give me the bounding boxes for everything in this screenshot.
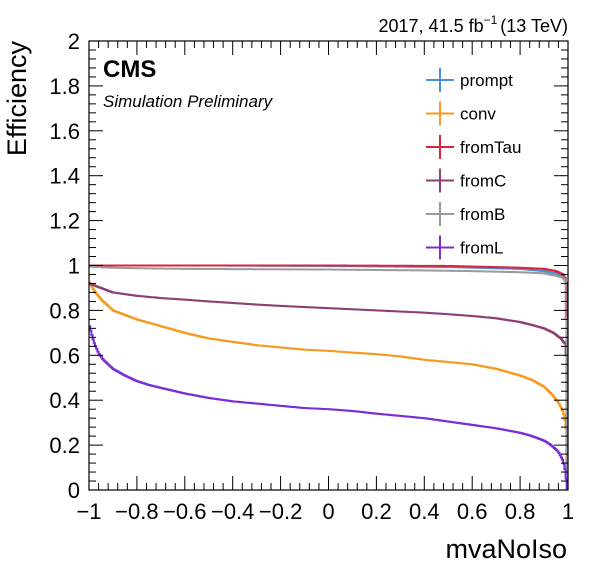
y-tick-label: 1 <box>68 254 80 279</box>
simulation-preliminary-label: Simulation Preliminary <box>103 92 274 111</box>
x-tick-label: −1 <box>76 499 101 524</box>
y-tick-label: 1.2 <box>49 209 80 234</box>
y-axis-title: Efficiency <box>2 41 32 157</box>
y-tick-label: 0.8 <box>49 298 80 323</box>
y-tick-label: 0.2 <box>49 433 80 458</box>
legend-label-fromC: fromC <box>460 172 506 191</box>
luminosity-label: 2017, 41.5 fb−1 (13 TeV) <box>379 13 568 36</box>
y-tick-label: 0 <box>68 478 80 503</box>
x-tick-label: −0.8 <box>115 499 158 524</box>
energy-label: (13 TeV) <box>500 16 568 36</box>
legend-label-fromB: fromB <box>460 205 505 224</box>
luminosity-value: 2017, 41.5 fb <box>379 16 484 36</box>
legend-label-prompt: prompt <box>460 71 513 90</box>
luminosity-exponent: −1 <box>484 13 498 27</box>
x-tick-label: 0.6 <box>457 499 488 524</box>
legend-label-fromL: fromL <box>460 239 503 258</box>
x-tick-label: −0.4 <box>211 499 254 524</box>
y-tick-label: 0.6 <box>49 343 80 368</box>
x-tick-label: −0.6 <box>163 499 206 524</box>
x-tick-label: −0.2 <box>259 499 302 524</box>
y-tick-label: 1.4 <box>49 164 80 189</box>
x-tick-label: 0.4 <box>409 499 440 524</box>
y-tick-label: 1.6 <box>49 119 80 144</box>
x-axis-title: mvaNoIso <box>445 534 567 564</box>
cms-label: CMS <box>103 56 156 83</box>
legend-label-conv: conv <box>460 105 496 124</box>
x-tick-label: 0 <box>322 499 334 524</box>
y-tick-label: 2 <box>68 29 80 54</box>
x-tick-label: 0.2 <box>361 499 392 524</box>
legend-label-fromTau: fromTau <box>460 138 521 157</box>
x-tick-label: 1 <box>562 499 574 524</box>
x-tick-label: 0.8 <box>505 499 536 524</box>
y-tick-label: 0.4 <box>49 388 80 413</box>
y-tick-label: 1.8 <box>49 74 80 99</box>
